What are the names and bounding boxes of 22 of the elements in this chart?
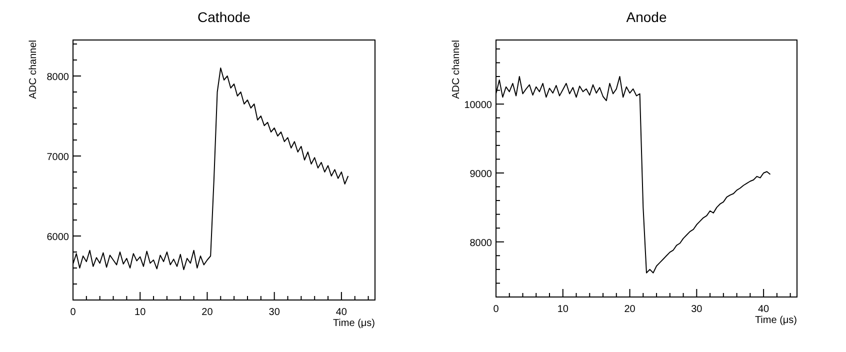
y-axis-title: ADC channel (28, 40, 39, 99)
x-tick-label: 40 (758, 304, 770, 315)
y-tick-label: 8000 (470, 238, 492, 249)
y-axis-title: ADC channel (451, 40, 462, 99)
x-tick-label: 0 (493, 304, 500, 315)
y-tick-label: 6000 (46, 232, 70, 243)
y-tick-label: 7000 (46, 152, 70, 163)
y-tick-label: 9000 (470, 168, 492, 180)
x-tick-label: 30 (691, 304, 703, 315)
chart-title: Anode (626, 9, 667, 25)
x-tick-label: 0 (70, 307, 76, 318)
x-tick-label: 30 (268, 307, 280, 318)
chart-title: Cathode (198, 9, 251, 25)
x-tick-label: 10 (557, 304, 569, 315)
x-tick-label: 40 (336, 307, 348, 318)
x-tick-label: 20 (624, 304, 636, 315)
x-tick-label: 10 (134, 307, 146, 318)
x-axis-title: Time (μs) (332, 318, 375, 329)
x-tick-label: 20 (202, 307, 214, 318)
y-tick-label: 10000 (464, 100, 492, 112)
y-tick-label: 8000 (46, 72, 70, 83)
x-axis-title: Time (μs) (754, 315, 797, 326)
